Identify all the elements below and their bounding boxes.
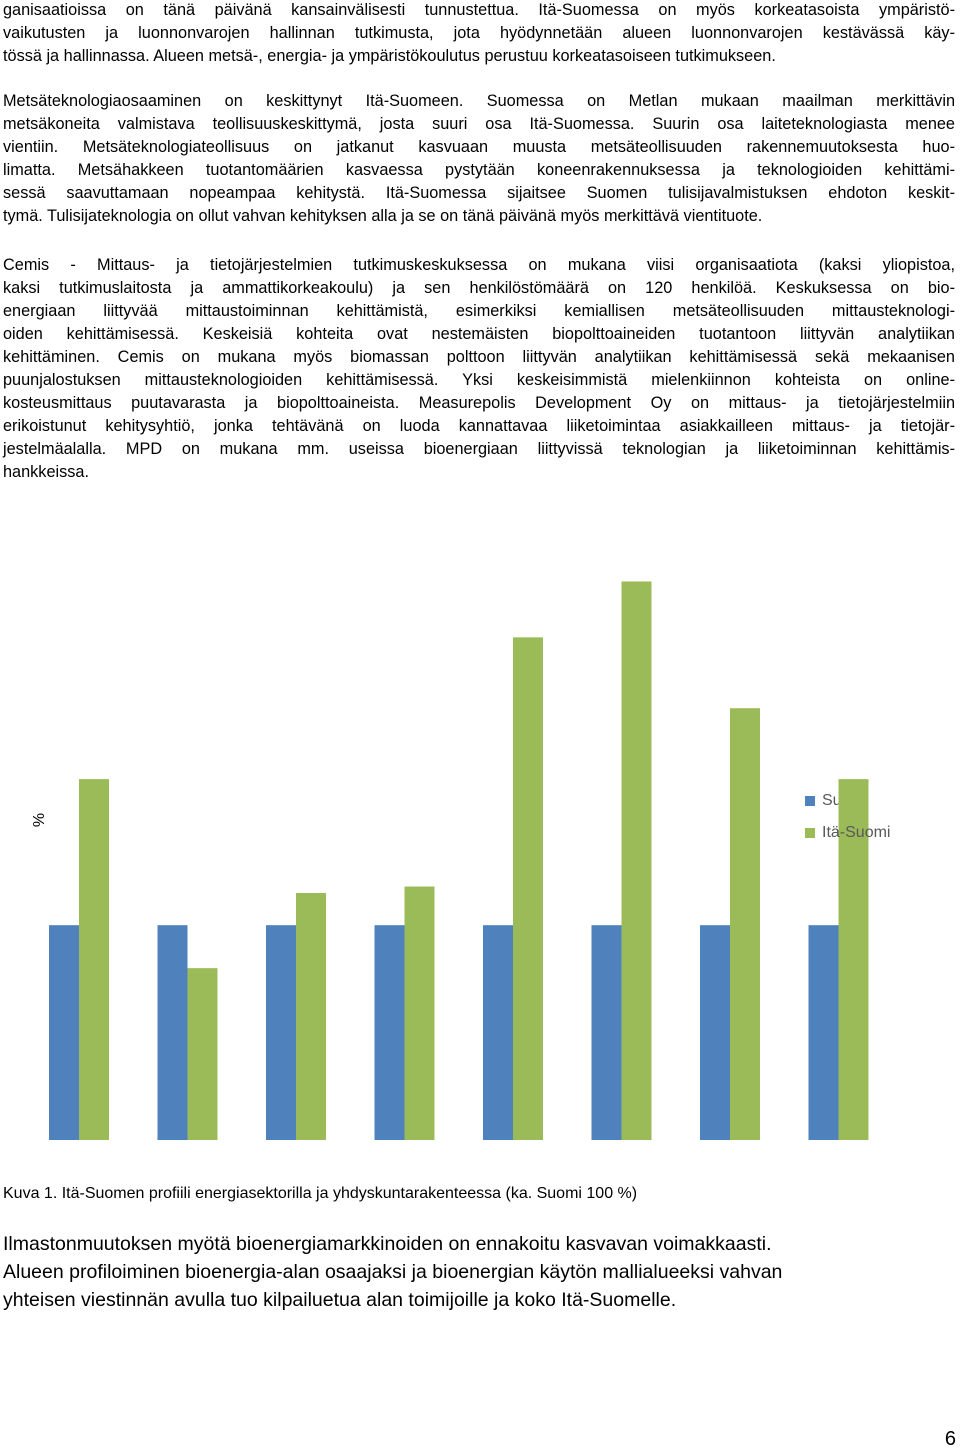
bar: [591, 925, 622, 1140]
bar: [296, 892, 326, 1140]
text-line: Metsäteknologiaosaaminen on keskittynyt …: [3, 92, 955, 110]
legend-swatch: [805, 796, 815, 806]
closing-line: yhteisen viestinnän avulla tuo kilpailue…: [3, 1289, 677, 1311]
bar: [266, 925, 296, 1140]
text-line: puunjalostuksen mittausteknologioiden ke…: [3, 371, 955, 389]
closing-line: Alueen profiloiminen bioenergia-alan osa…: [3, 1261, 783, 1283]
bar: [808, 925, 839, 1140]
text-line: hankkeissa.: [3, 463, 89, 481]
bar: [374, 925, 405, 1140]
y-axis-label: %: [31, 813, 48, 827]
bar: [483, 925, 513, 1140]
bar: [730, 708, 760, 1140]
text-line: vientiin. Metsäteknologiateollisuus on j…: [3, 138, 955, 156]
text-line: oiden kehittämisessä. Keskeisiä kohteita…: [3, 325, 955, 343]
text-line: Cemis - Mittaus- ja tietojärjestelmien t…: [3, 256, 955, 274]
text-line: kehittäminen. Cemis on mukana myös bioma…: [3, 348, 955, 366]
text-line: kaksi tutkimuslaitosta ja ammattikorkeak…: [3, 279, 955, 297]
closing-line: Ilmastonmuutoksen myötä bioenergiamarkki…: [3, 1233, 772, 1255]
legend-label: Itä-Suomi: [822, 824, 890, 841]
bar: [404, 886, 435, 1140]
text-line: sessä saavuttamaan nopeampaa kehitystä. …: [3, 184, 955, 202]
bar: [838, 779, 869, 1140]
bar: [700, 925, 730, 1140]
bar: [621, 581, 652, 1140]
legend-swatch: [805, 828, 815, 838]
bar: [49, 925, 79, 1140]
text-line: metsäkoneita valmistava teollisuuskeskit…: [3, 115, 955, 133]
text-line: limatta. Metsähakkeen tuotantomäärien ka…: [3, 161, 955, 179]
text-line: vaikutusten ja luonnonvarojen hallinnan …: [3, 24, 955, 42]
figure-caption: Kuva 1. Itä-Suomen profiili energiasekto…: [3, 1185, 638, 1202]
text-line: erikoistunut kehitysyhtiö, jonka tehtävä…: [3, 417, 955, 435]
bar: [79, 779, 109, 1140]
text-line: tymä. Tulisijateknologia on ollut vahvan…: [3, 207, 763, 225]
text-line: tössä ja hallinnassa. Alueen metsä-, ene…: [3, 47, 776, 65]
bar: [187, 968, 218, 1140]
bar: [157, 925, 188, 1140]
page-number: 6: [944, 1428, 956, 1450]
chart: % SuomiItä-Suomi: [31, 581, 890, 1140]
text-line: ganisaatioissa on tänä päivänä kansainvä…: [3, 1, 955, 19]
text-line: jestelmäalalla. MPD on mukana mm. useiss…: [3, 440, 955, 458]
text-line: energiaan liittyvää mittaustoiminnan keh…: [3, 302, 955, 320]
bar: [513, 637, 543, 1140]
text-line: kosteusmittaus puutavarasta ja biopoltto…: [3, 394, 955, 412]
